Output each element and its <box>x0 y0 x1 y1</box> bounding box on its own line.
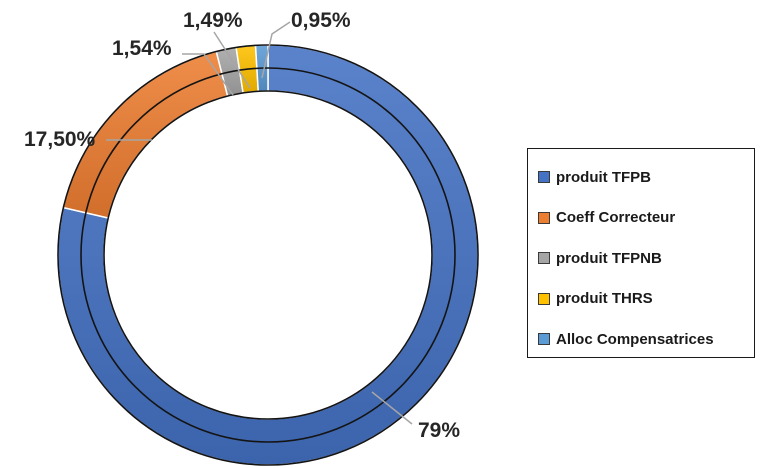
ring-outer <box>57 44 479 466</box>
legend-label-alloc-compensatrices: Alloc Compensatrices <box>556 330 714 348</box>
leader-line-produit-tfpnb <box>182 53 234 96</box>
legend-swatch-produit-tfpb <box>538 171 550 184</box>
legend-item-produit-tfpb: produit TFPB <box>538 157 754 198</box>
legend-swatch-produit-tfpnb <box>538 252 550 265</box>
legend-label-produit-tfpnb: produit TFPNB <box>556 249 662 267</box>
leader-line-produit-tfpb <box>371 391 413 425</box>
data-label-produit-tfpnb: 1,54% <box>112 37 172 60</box>
ring-inner <box>103 90 433 420</box>
legend-item-produit-thrs: produit THRS <box>538 279 754 320</box>
data-label-coeff-correcteur: 17,50% <box>24 128 96 151</box>
leader-lines <box>106 21 413 425</box>
leader-line-alloc-compensatrices <box>261 21 291 79</box>
ring-middle <box>80 67 456 443</box>
leader-line-produit-thrs <box>213 31 251 89</box>
legend-item-produit-tfpnb: produit TFPNB <box>538 238 754 279</box>
legend-label-produit-thrs: produit THRS <box>556 290 653 308</box>
legend-item-coeff-correcteur: Coeff Correcteur <box>538 198 754 239</box>
legend-item-alloc-compensatrices: Alloc Compensatrices <box>538 319 754 360</box>
data-label-produit-tfpb: 79% <box>418 419 460 442</box>
data-label-alloc-compensatrices: 0,95% <box>291 9 351 32</box>
donut-ring-outlines <box>57 44 479 466</box>
legend-label-produit-tfpb: produit TFPB <box>556 168 651 186</box>
legend-swatch-produit-thrs <box>538 292 550 305</box>
legend-label-coeff-correcteur: Coeff Correcteur <box>556 209 676 227</box>
data-labels: 79% 17,50% 1,54% 1,49% 0,95% <box>24 9 460 442</box>
legend-swatch-alloc-compensatrices <box>538 333 550 346</box>
legend-swatch-coeff-correcteur <box>538 211 550 224</box>
donut-slices <box>57 44 479 466</box>
data-label-produit-thrs: 1,49% <box>183 9 243 32</box>
chart-legend: produit TFPB Coeff Correcteur produit TF… <box>527 148 755 358</box>
